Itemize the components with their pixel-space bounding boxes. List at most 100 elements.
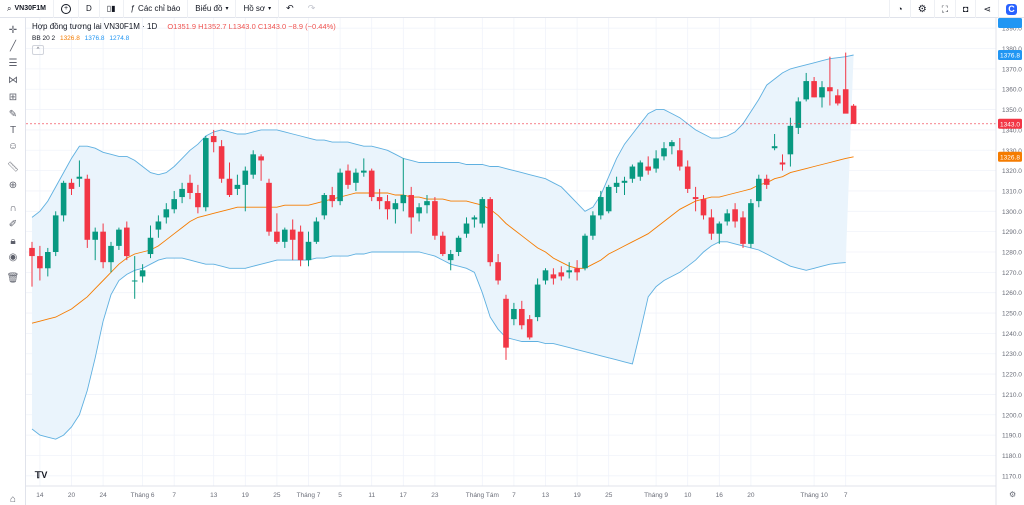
bb-lower-value: 1274.8 — [109, 35, 130, 42]
candle — [669, 140, 675, 155]
candle — [645, 156, 651, 175]
candle — [321, 192, 328, 220]
time-tick-label: Tháng 9 — [644, 492, 668, 499]
chart-title: Hợp đồng tương lai VN30F1M · 1D — [32, 22, 158, 31]
undo-button[interactable]: ↶ — [279, 0, 301, 18]
time-tick-label: 5 — [338, 492, 342, 499]
candle — [329, 186, 335, 208]
candle-body — [37, 256, 43, 269]
emoji-icon[interactable]: ☺ — [7, 140, 19, 152]
candle — [100, 223, 106, 269]
candle — [155, 215, 162, 238]
time-tick-label: 13 — [210, 492, 218, 499]
candle — [29, 241, 35, 287]
candle-body — [613, 182, 620, 187]
candle-body — [495, 262, 501, 281]
trend-line-icon[interactable]: ╱ — [9, 40, 17, 52]
time-tick-label: Tháng Tám — [466, 492, 499, 499]
candle — [748, 199, 754, 248]
lock-icon[interactable]: 🔒︎ — [10, 235, 16, 247]
candle — [471, 215, 478, 228]
indicators-icon: ƒ — [130, 4, 136, 13]
candle — [621, 176, 628, 196]
candle-body — [684, 166, 691, 189]
candle-body — [400, 195, 407, 204]
candle — [116, 227, 122, 250]
candle-body — [289, 229, 296, 240]
magnet-icon[interactable]: ∩ — [9, 202, 17, 214]
price-tick-label: 1290.0 — [1002, 229, 1022, 236]
interval-label: D — [86, 4, 92, 13]
ruler-icon[interactable]: 📏︎ — [6, 161, 20, 173]
price-tick-label: 1260.0 — [1002, 290, 1022, 297]
lock-draw-icon[interactable]: ✐ — [8, 218, 18, 230]
candle-body — [850, 105, 857, 124]
trash-icon[interactable]: 🗑︎ — [6, 272, 20, 284]
candle-body — [732, 209, 738, 222]
fib-icon[interactable]: ☰ — [8, 57, 18, 69]
chart-style-button[interactable]: ▯▮ — [100, 0, 124, 18]
price-chart[interactable]: 1170.0 1180.0 1190.0 1200.0 1210.0 1220.0 1230… — [26, 18, 1024, 505]
interval-button[interactable]: D — [79, 0, 100, 18]
candle — [590, 211, 596, 240]
measure-icon[interactable]: ⊞ — [8, 91, 18, 103]
candle-body — [582, 235, 588, 269]
symbol-search[interactable]: ⌕ VN30F1M — [0, 0, 54, 18]
pattern-icon[interactable]: ⋈ — [8, 74, 18, 86]
chart-menu-button[interactable]: Biểu đồ ▾ — [188, 0, 237, 18]
bb-upper-value: 1376.8 — [84, 35, 105, 42]
brush-icon[interactable]: ✎ — [8, 108, 18, 120]
profile-menu-button[interactable]: Hồ sơ ▾ — [236, 0, 280, 18]
bb-lower-price-label-text: 1274.8 — [1000, 18, 1020, 20]
candle-body — [542, 270, 549, 281]
bb-lower-price-label-bg — [998, 18, 1022, 28]
home-icon[interactable]: ⌂ — [9, 493, 17, 505]
candle — [598, 190, 604, 220]
candle — [677, 138, 683, 171]
candle — [827, 56, 833, 106]
price-tick-label: 1190.0 — [1002, 433, 1022, 440]
text-icon[interactable]: T — [9, 124, 17, 136]
candle-body — [376, 197, 383, 202]
quick-search-button[interactable]: ◔ — [889, 0, 909, 18]
snapshot-button[interactable]: ◘ — [955, 0, 975, 18]
candle-body — [803, 81, 809, 100]
candle — [526, 315, 533, 340]
chart-legend: Hợp đồng tương lai VN30F1M · 1D O1351.9 … — [32, 22, 336, 31]
indicators-button[interactable]: ƒ Các chỉ báo — [124, 0, 189, 18]
zoom-in-icon[interactable]: ⊕ — [8, 179, 18, 191]
candle-body — [155, 221, 162, 230]
crosshair-icon[interactable]: ✛ — [8, 24, 18, 36]
candle-body — [819, 87, 825, 98]
candle — [811, 77, 817, 98]
candle — [368, 168, 375, 202]
candle — [392, 199, 399, 224]
time-tick-label: 7 — [844, 492, 848, 499]
symbol-label: VN30F1M — [14, 5, 46, 12]
time-tick-label: Tháng 10 — [800, 492, 828, 499]
bb-upper-price-label-bg — [998, 50, 1022, 61]
share-button[interactable]: ⋖ — [975, 0, 998, 18]
candle-body — [250, 154, 256, 175]
eye-icon[interactable]: ◉ — [8, 251, 18, 263]
settings-button[interactable]: ⚙ — [909, 0, 934, 18]
candle-body — [463, 223, 470, 234]
bollinger-upper-line — [31, 54, 854, 218]
candle-body — [566, 270, 572, 273]
candle — [353, 168, 359, 191]
compare-button[interactable]: + — [54, 0, 79, 18]
candle — [550, 268, 557, 285]
candle-body — [598, 197, 604, 216]
price-tick-label: 1200.0 — [1002, 412, 1022, 419]
candle-body — [708, 217, 715, 234]
brand-logo-icon: C — [1006, 3, 1017, 15]
candle-body — [763, 178, 770, 185]
redo-button[interactable]: ↷ — [301, 0, 323, 18]
price-tick-label: 1390.0 — [1002, 26, 1022, 33]
fullscreen-button[interactable]: ⛶ — [933, 0, 955, 18]
candle — [850, 104, 857, 124]
collapse-legend-button[interactable]: ^ — [32, 45, 44, 55]
time-tick-label: 13 — [542, 492, 550, 499]
candle-body — [258, 156, 264, 161]
candle — [179, 182, 185, 204]
